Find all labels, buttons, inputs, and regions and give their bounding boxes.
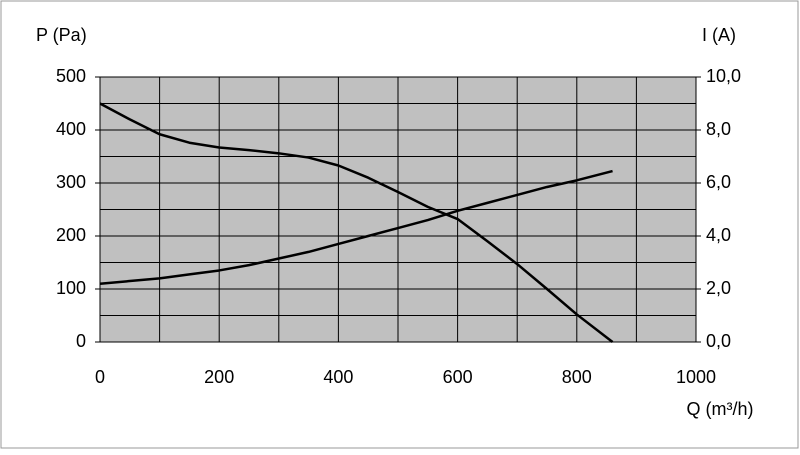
y-tick-label: 200	[56, 225, 86, 245]
x-tick-label: 1000	[676, 367, 716, 387]
y-tick-label: 400	[56, 119, 86, 139]
x-tick-label: 400	[323, 367, 353, 387]
y-tick-label: 300	[56, 172, 86, 192]
series-line	[99, 169, 613, 285]
y-axis-label: P (Pa)	[36, 25, 87, 45]
y2-axis-label: I (A)	[702, 25, 736, 45]
y2-tick-label: 8,0	[706, 119, 731, 139]
y2-tick-label: 2,0	[706, 278, 731, 298]
series-line	[99, 102, 614, 343]
x-tick-label: 200	[204, 367, 234, 387]
y2-tick-label: 4,0	[706, 225, 731, 245]
x-tick-label: 0	[95, 367, 105, 387]
x-axis-label: Q (m³/h)	[687, 399, 754, 419]
y2-tick-label: 6,0	[706, 172, 731, 192]
y2-tick-label: 0,0	[706, 331, 731, 351]
y-tick-label: 500	[56, 66, 86, 86]
y-tick-label: 100	[56, 278, 86, 298]
x-tick-label: 600	[443, 367, 473, 387]
x-tick-label: 800	[562, 367, 592, 387]
y-tick-label: 0	[76, 331, 86, 351]
y2-tick-label: 10,0	[706, 66, 741, 86]
